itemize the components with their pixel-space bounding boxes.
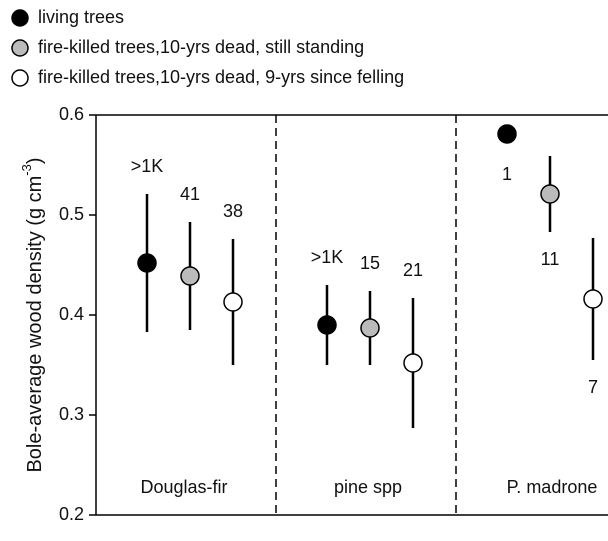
x-tick-label: pine spp	[334, 477, 402, 497]
legend-marker	[11, 69, 29, 87]
sample-size-label: 41	[180, 184, 200, 204]
point	[137, 253, 157, 273]
sample-size-label: 38	[223, 201, 243, 221]
point	[403, 353, 423, 373]
sample-size-label: 1	[502, 164, 512, 184]
sample-size-label: 7	[588, 377, 598, 397]
legend-label: fire-killed trees,10-yrs dead, 9-yrs sin…	[38, 67, 404, 87]
point	[223, 292, 243, 312]
point	[583, 289, 603, 309]
y-tick-label: 0.4	[59, 304, 84, 324]
legend-marker	[11, 9, 29, 27]
sample-size-label: 11	[541, 249, 560, 269]
y-axis-label: Bole-average wood density (g cm-3)	[19, 157, 46, 472]
legend-label: living trees	[38, 7, 124, 27]
sample-size-label: 15	[360, 253, 380, 273]
point	[540, 184, 560, 204]
y-axis-label-text: Bole-average wood density (g cm	[24, 176, 46, 473]
y-tick-label: 0.3	[59, 404, 84, 424]
x-tick-label: Douglas-fir	[140, 477, 227, 497]
y-axis-label-end: )	[24, 157, 46, 164]
point	[317, 315, 337, 335]
y-axis-label-sup: -3	[19, 164, 34, 176]
point	[180, 266, 200, 286]
sample-size-label: 21	[403, 260, 423, 280]
legend-label: fire-killed trees,10-yrs dead, still sta…	[38, 37, 364, 57]
sample-size-label: >1K	[131, 156, 164, 176]
point	[497, 124, 517, 144]
sample-size-label: >1K	[311, 247, 344, 267]
legend-marker	[11, 39, 29, 57]
x-tick-label: P. madrone	[507, 477, 598, 497]
y-tick-label: 0.5	[59, 204, 84, 224]
point	[360, 318, 380, 338]
y-tick-label: 0.6	[59, 104, 84, 124]
y-tick-label: 0.2	[59, 504, 84, 524]
